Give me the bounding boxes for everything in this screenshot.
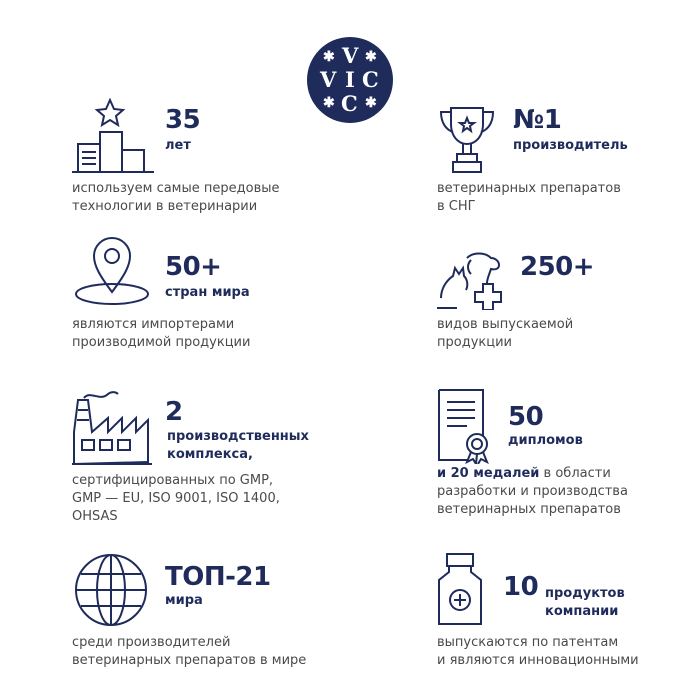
stat-value: ТОП-21 [165, 562, 271, 592]
stat-desc: среди производителей ветеринарных препара… [72, 635, 307, 668]
stat-desc: видов выпускаемой продукции [437, 317, 574, 350]
stat-desc: являются импортерами производимой продукц… [72, 317, 251, 350]
stat-label: продуктов компании [545, 586, 625, 619]
stat-label: мира [165, 593, 203, 608]
stat-label: лет [165, 138, 191, 153]
stat-value: №1 [513, 105, 562, 135]
stat-label: дипломов [508, 433, 583, 448]
map-pin-icon [75, 237, 149, 305]
dog-cat-cross-icon [437, 252, 502, 310]
stat-label: производитель [513, 138, 628, 153]
trophy-icon [439, 107, 495, 173]
stat-desc: ветеринарных препаратов в СНГ [437, 181, 621, 214]
stat-label: стран мира [165, 285, 250, 300]
globe-icon [75, 554, 147, 626]
factory-icon [72, 391, 152, 466]
stat-value: 35 [165, 105, 201, 135]
stat-desc: используем самые передовые технологии в в… [72, 181, 280, 214]
stat-value: 2 [165, 397, 183, 427]
stat-value: 50+ [165, 252, 222, 282]
stat-desc: и 20 медалей в области разработки и произ… [437, 466, 628, 517]
stat-value: 10 [503, 572, 539, 602]
stat-value: 50 [508, 402, 544, 432]
medicine-bottle-icon [438, 553, 482, 625]
diploma-icon [438, 389, 489, 464]
stat-value: 250+ [520, 252, 595, 282]
stat-desc: выпускаются по патентам и являются иннова… [437, 635, 639, 668]
stat-desc: сертифицированных по GMP, GMP — EU, ISO 9… [72, 473, 280, 524]
podium-star-icon [72, 98, 154, 173]
stat-label: производственных комплекса, [167, 429, 309, 462]
